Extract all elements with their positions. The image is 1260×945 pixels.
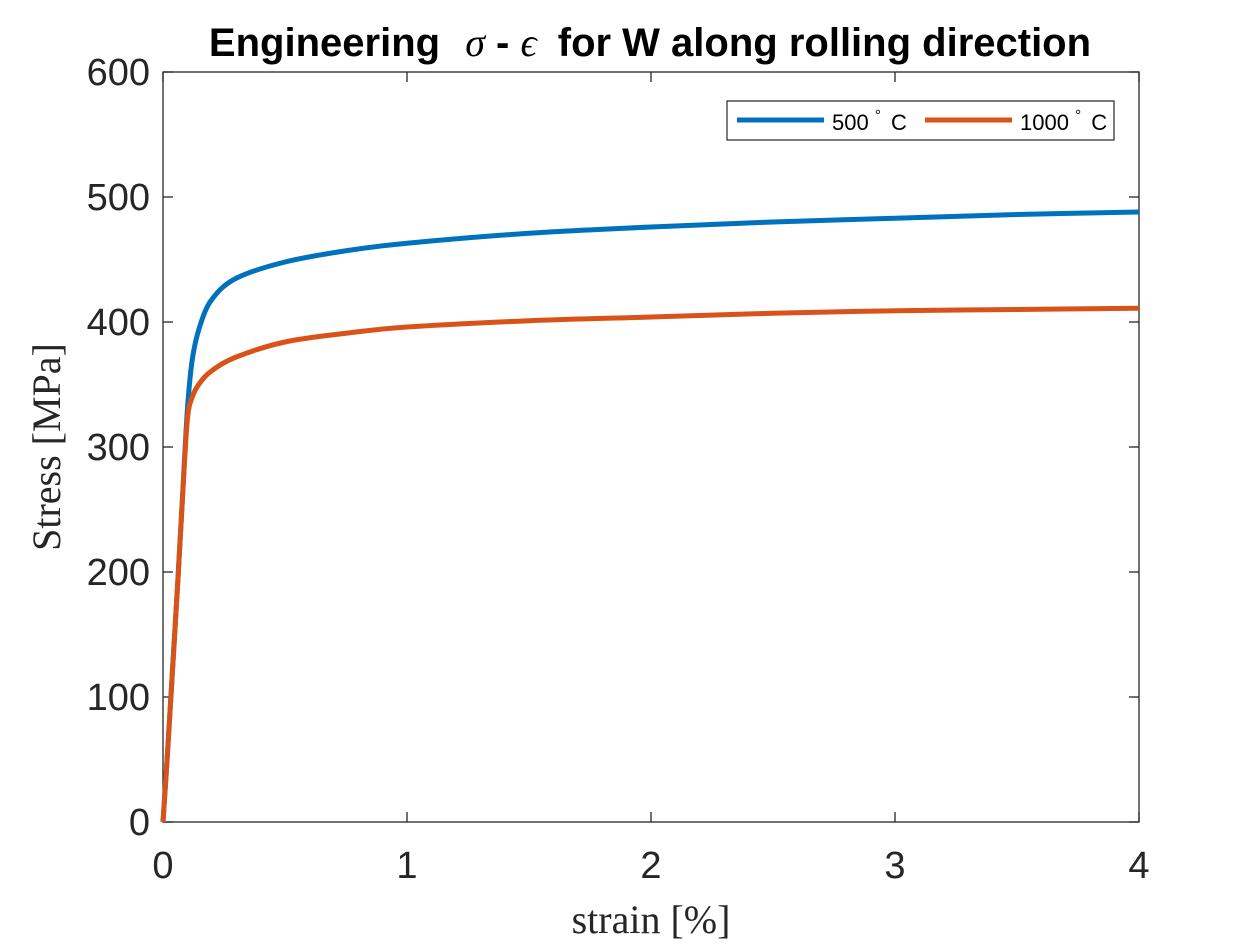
y-tick-label: 500 (87, 177, 150, 219)
title-dash: - (496, 21, 509, 65)
legend-500c-degree: ° (875, 107, 881, 124)
x-tick-label: 4 (1128, 845, 1149, 887)
series-layer (160, 209, 1140, 823)
x-tick-label: 2 (640, 845, 661, 887)
legend-1000c-value: 1000 (1020, 110, 1069, 135)
y-tick-labels: 0 100 200 300 400 500 600 (87, 52, 150, 844)
title-sigma: σ (465, 20, 486, 65)
title-epsilon: ϵ (521, 20, 539, 65)
y-tick-label: 300 (87, 427, 150, 469)
series-line-1000c (160, 305, 1140, 823)
y-tick-label: 100 (87, 677, 150, 719)
legend-500c-value: 500 (832, 110, 869, 135)
legend: 500 ° C 1000 ° C (726, 100, 1115, 141)
y-tick-label: 200 (87, 552, 150, 594)
legend-label-500c: 500 ° C (832, 100, 907, 135)
y-axis-label: Stress [MPa] (24, 343, 69, 551)
x-tick-label: 0 (152, 845, 173, 887)
chart-title: Engineering σ - ϵ for W along rolling di… (209, 20, 1091, 65)
title-prefix: Engineering (209, 21, 440, 65)
plot-area (162, 71, 1140, 823)
tick-marks (162, 71, 1140, 823)
title-suffix: for W along rolling direction (558, 21, 1091, 65)
x-tick-label: 3 (884, 845, 905, 887)
x-tick-label: 1 (396, 845, 417, 887)
y-tick-label: 0 (129, 802, 150, 844)
x-axis-label: strain [%] (572, 897, 731, 942)
y-tick-label: 400 (87, 302, 150, 344)
x-tick-labels: 0 1 2 3 4 (152, 845, 1149, 887)
legend-1000c-degree: ° (1075, 107, 1081, 124)
legend-label-1000c: 1000 ° C (1020, 100, 1107, 135)
legend-1000c-unit: C (1091, 110, 1107, 135)
y-tick-label: 600 (87, 52, 150, 94)
legend-500c-unit: C (891, 110, 907, 135)
